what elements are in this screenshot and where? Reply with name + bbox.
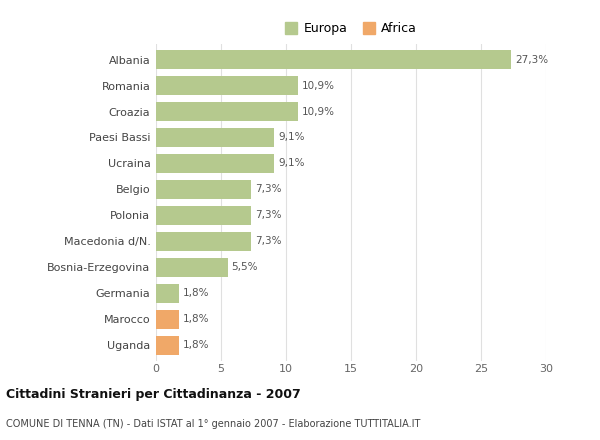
Bar (156, 310, 179, 329)
Text: COMUNE DI TENNA (TN) - Dati ISTAT al 1° gennaio 2007 - Elaborazione TUTTITALIA.I: COMUNE DI TENNA (TN) - Dati ISTAT al 1° … (6, 419, 421, 429)
Text: 1,8%: 1,8% (184, 288, 210, 298)
Bar (156, 76, 298, 95)
Bar (156, 232, 251, 251)
Text: 9,1%: 9,1% (278, 158, 305, 169)
Text: 1,8%: 1,8% (184, 314, 210, 324)
Bar (156, 154, 274, 173)
Text: 10,9%: 10,9% (302, 106, 335, 117)
Text: 7,3%: 7,3% (255, 236, 281, 246)
Bar (156, 50, 511, 69)
Legend: Europa, Africa: Europa, Africa (281, 18, 421, 39)
Text: 7,3%: 7,3% (255, 184, 281, 194)
Text: 27,3%: 27,3% (515, 55, 548, 65)
Bar (156, 336, 179, 355)
Text: 1,8%: 1,8% (184, 340, 210, 350)
Bar (156, 258, 227, 277)
Text: 7,3%: 7,3% (255, 210, 281, 220)
Text: 10,9%: 10,9% (302, 81, 335, 91)
Bar (156, 180, 251, 199)
Bar (156, 128, 274, 147)
Bar (156, 284, 179, 303)
Text: Cittadini Stranieri per Cittadinanza - 2007: Cittadini Stranieri per Cittadinanza - 2… (6, 388, 301, 401)
Bar (156, 206, 251, 225)
Text: 5,5%: 5,5% (232, 262, 258, 272)
Text: 9,1%: 9,1% (278, 132, 305, 143)
Bar (156, 102, 298, 121)
